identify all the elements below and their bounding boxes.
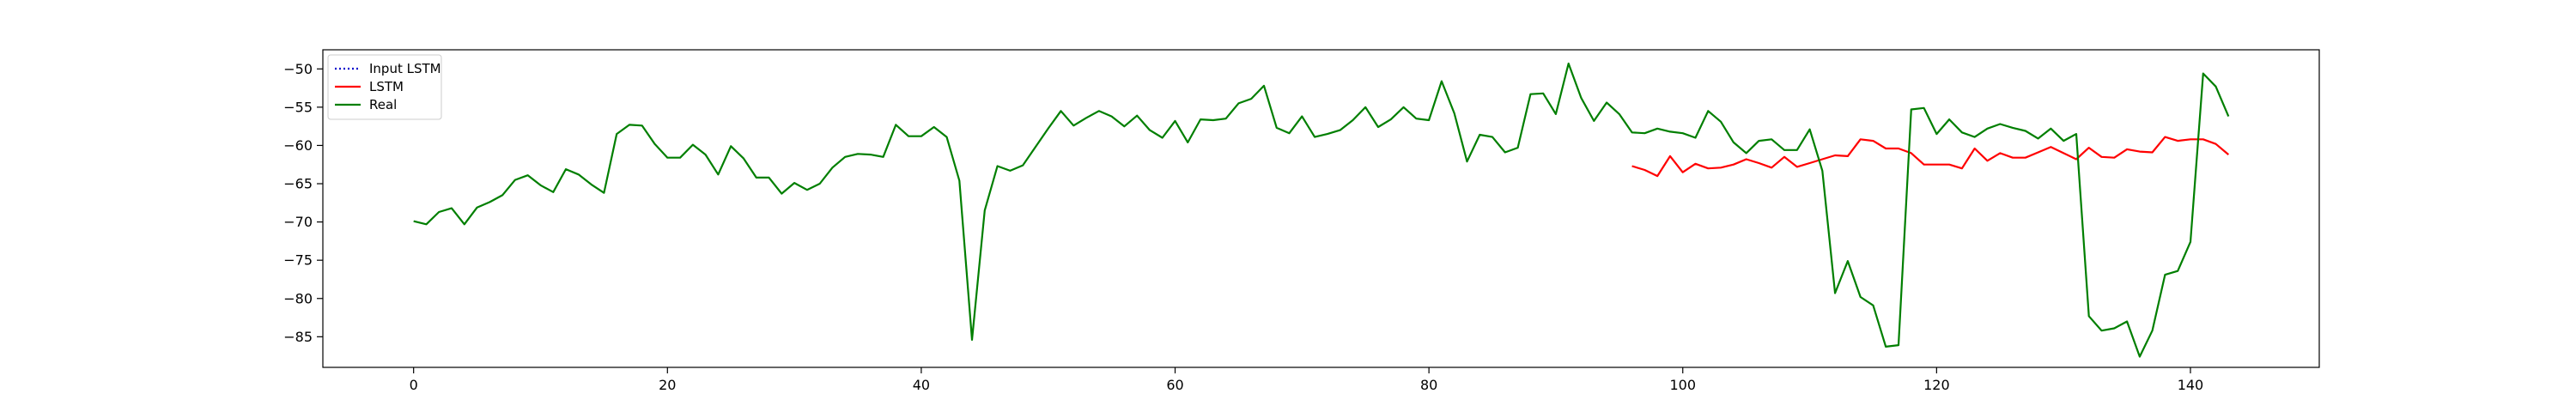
series-layer (413, 62, 2230, 358)
x-tick-label: 60 (1166, 377, 1183, 393)
x-tick-label: 100 (1669, 377, 1696, 393)
x-tick-label: 0 (410, 377, 418, 393)
y-tick-label: −50 (283, 61, 313, 77)
x-tick-label: 80 (1420, 377, 1437, 393)
legend: Input LSTM LSTM Real (327, 54, 442, 120)
x-axis: 0 20 40 60 80 100 120 140 (410, 367, 2204, 393)
y-tick-label: −80 (283, 290, 313, 306)
legend-label: LSTM (369, 79, 404, 94)
plot-area (322, 49, 2320, 368)
y-tick-label: −60 (283, 137, 313, 154)
y-tick-label: −75 (283, 252, 313, 269)
y-tick-label: −65 (283, 176, 313, 192)
y-tick-label: −55 (283, 99, 313, 115)
x-tick-label: 20 (659, 377, 676, 393)
y-axis: −50 −55 −60 −65 −70 −75 −80 −85 (283, 61, 323, 345)
legend-label: Input LSTM (369, 61, 441, 76)
y-tick-label: −70 (283, 214, 313, 230)
legend-label: Real (369, 97, 397, 112)
y-tick-label: −85 (283, 329, 313, 345)
legend-box (327, 54, 442, 120)
series-line-lstm (1631, 136, 2230, 178)
x-tick-label: 40 (913, 377, 930, 393)
plot-frame (322, 49, 2320, 368)
x-tick-label: 120 (1923, 377, 1950, 393)
x-tick-label: 140 (2178, 377, 2204, 393)
series-line-real (413, 62, 2230, 358)
